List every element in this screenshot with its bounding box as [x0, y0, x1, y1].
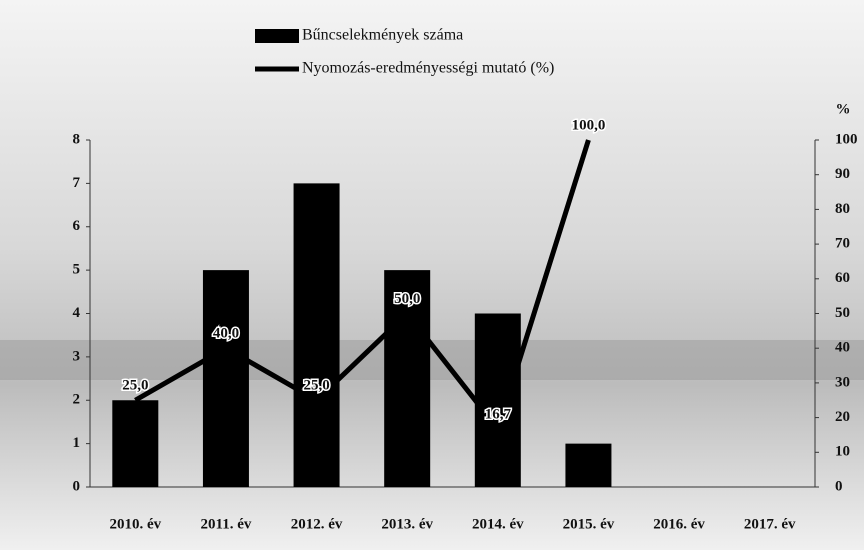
x-tick-label: 2012. év — [291, 516, 343, 532]
y-tick-label: 3 — [73, 348, 81, 364]
y2-tick-label: 90 — [835, 166, 850, 182]
bar — [203, 270, 249, 487]
x-tick-label: 2016. év — [653, 516, 705, 532]
y2-tick-label: 60 — [835, 270, 850, 286]
bar — [565, 444, 611, 487]
x-tick-label: 2011. év — [201, 516, 252, 532]
data-label: 50,0 — [394, 291, 420, 307]
y2-tick-label: 50 — [835, 305, 850, 321]
y2-tick-label: 70 — [835, 236, 850, 252]
y2-tick-label: 80 — [835, 201, 850, 217]
x-tick-label: 2010. év — [109, 516, 161, 532]
legend-swatch — [255, 29, 299, 43]
x-tick-label: 2013. év — [381, 516, 433, 532]
y2-tick-label: 10 — [835, 444, 850, 460]
y-tick-label: 1 — [73, 435, 81, 451]
y2-tick-label: 20 — [835, 409, 850, 425]
data-label: 16,7 — [485, 406, 512, 422]
page: {"chart_data": {"type": "bar-line", "cat… — [0, 0, 864, 550]
y-tick-label: 5 — [73, 262, 81, 278]
x-tick-label: 2015. év — [563, 516, 615, 532]
y-tick-label: 6 — [73, 218, 81, 234]
y-tick-label: 2 — [73, 392, 81, 408]
legend-label: Nyomozás-eredményességi mutató (%) — [302, 60, 554, 77]
y-tick-label: 4 — [73, 305, 81, 321]
y2-tick-label: 30 — [835, 374, 850, 390]
y2-tick-label: 100 — [835, 131, 858, 147]
data-label: 40,0 — [213, 326, 239, 342]
y-tick-label: 0 — [73, 478, 81, 494]
x-tick-label: 2014. év — [472, 516, 524, 532]
y-tick-label: 8 — [73, 131, 81, 147]
x-tick-label: 2017. év — [744, 516, 796, 532]
data-label: 25,0 — [122, 378, 148, 394]
data-label: 25,0 — [303, 378, 329, 394]
y2-axis-label: % — [836, 101, 851, 117]
data-label: 100,0 — [572, 117, 606, 133]
chart: Bűncselekmények száma Nyomozás-eredményes… — [0, 0, 864, 550]
y2-tick-label: 40 — [835, 340, 850, 356]
y2-tick-label: 0 — [835, 478, 843, 494]
bar — [112, 400, 158, 487]
legend-label: Bűncselekmények száma — [302, 27, 463, 44]
bar — [294, 183, 340, 487]
bar — [475, 314, 521, 488]
y-tick-label: 7 — [73, 175, 81, 191]
